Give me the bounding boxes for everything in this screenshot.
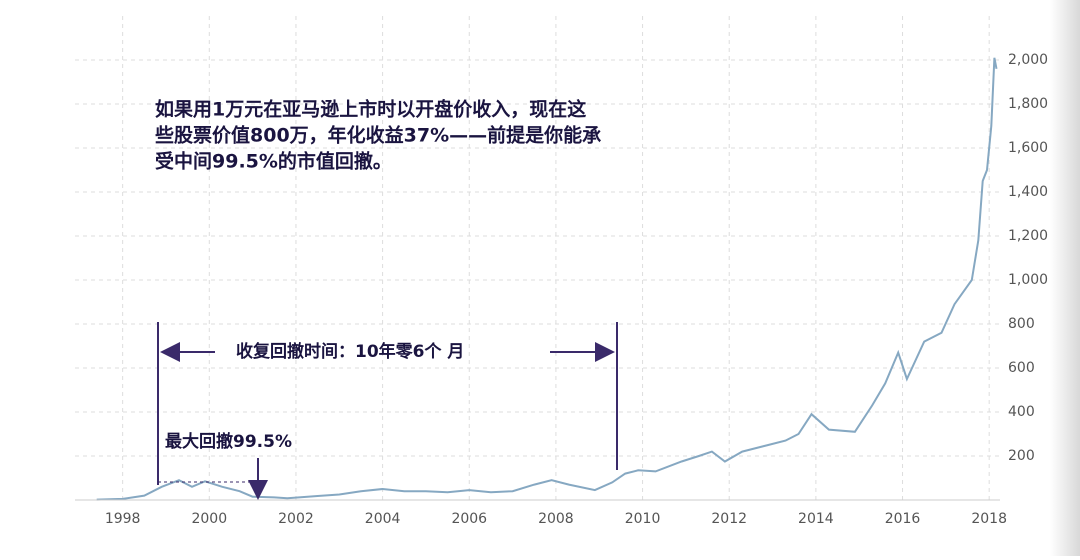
annotation: 收复回撤时间：10年零6个 月 (236, 341, 464, 362)
x-tick-label: 2002 (278, 511, 314, 527)
x-tick-label: 2016 (885, 511, 921, 527)
annotation: 些股票价值800万，年化收益37%——前提是你能承 (155, 124, 601, 147)
x-tick-label: 2012 (711, 511, 747, 527)
y-tick-label: 1,200 (1008, 228, 1048, 244)
x-tick-label: 2006 (451, 511, 487, 527)
x-tick-label: 2004 (365, 511, 401, 527)
y-tick-label: 2,000 (1008, 52, 1048, 68)
annotation: 最大回撤99.5% (165, 431, 292, 452)
annotation: 受中间99.5%的市值回撤。 (155, 150, 392, 173)
y-tick-label: 600 (1008, 360, 1035, 376)
edge-shade (1050, 0, 1080, 556)
y-tick-label: 1,600 (1008, 140, 1048, 156)
y-tick-label: 800 (1008, 316, 1035, 332)
x-tick-label: 2018 (971, 511, 1007, 527)
x-tick-label: 2010 (625, 511, 661, 527)
x-tick-label: 2000 (191, 511, 227, 527)
y-tick-label: 1,000 (1008, 272, 1048, 288)
y-tick-label: 1,800 (1008, 96, 1048, 112)
x-tick-label: 2008 (538, 511, 574, 527)
y-tick-label: 1,400 (1008, 184, 1048, 200)
annotation: 如果用1万元在亚马逊上市时以开盘价收入，现在这 (155, 98, 586, 121)
y-tick-label: 400 (1008, 404, 1035, 420)
x-tick-label: 2014 (798, 511, 834, 527)
x-tick-label: 1998 (105, 511, 141, 527)
y-tick-label: 200 (1008, 448, 1035, 464)
